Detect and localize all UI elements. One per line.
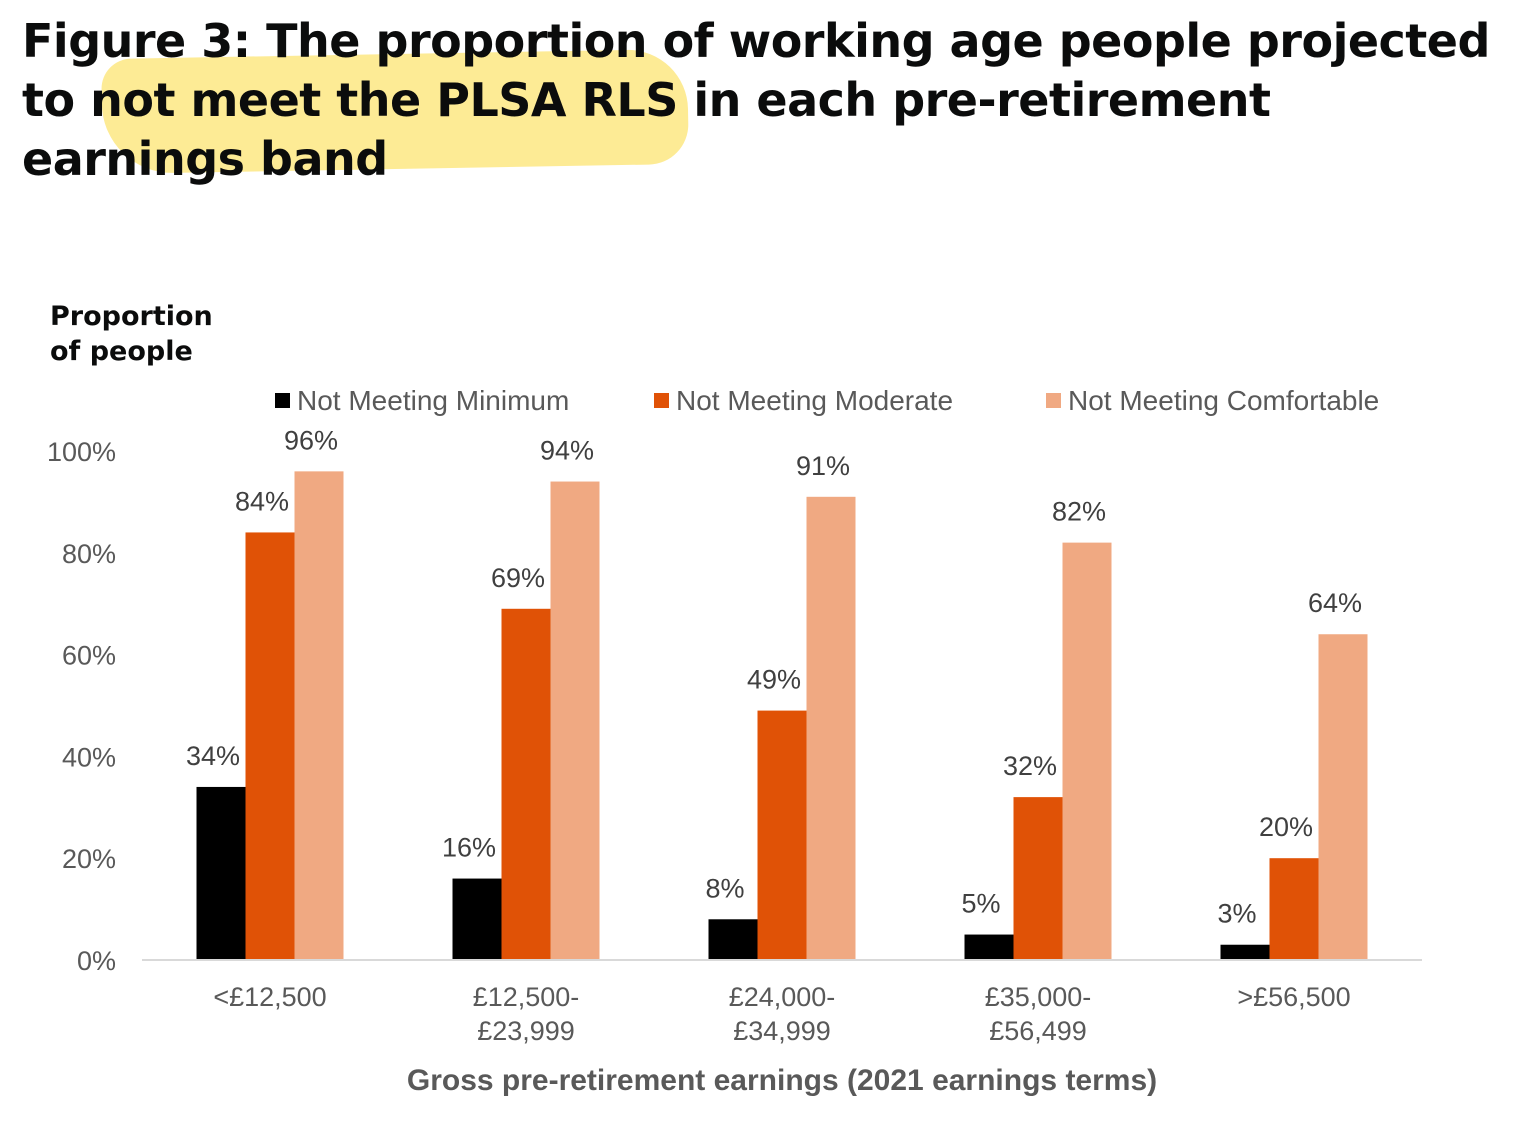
data-label: 5% [961, 889, 1000, 919]
data-label: 34% [186, 741, 240, 771]
legend-label: Not Meeting Comfortable [1068, 385, 1379, 416]
x-tick-label: £35,000- [985, 982, 1092, 1012]
bar [1220, 944, 1270, 960]
bar [1013, 797, 1063, 960]
bar [806, 496, 856, 960]
data-label: 20% [1259, 812, 1313, 842]
bar [964, 934, 1014, 960]
y-tick-label: 0% [77, 946, 116, 976]
legend-swatch [654, 393, 669, 408]
y-tick-label: 40% [62, 742, 116, 772]
data-label: 84% [235, 486, 289, 516]
legend-label: Not Meeting Moderate [676, 385, 953, 416]
bar [452, 878, 502, 960]
y-tick-label: 60% [62, 641, 116, 671]
legend-swatch [1046, 393, 1061, 408]
legend-label: Not Meeting Minimum [297, 385, 569, 416]
x-tick-label: £34,999 [733, 1016, 831, 1046]
bar [501, 608, 551, 960]
x-tick-label: £24,000- [729, 982, 836, 1012]
data-label: 16% [442, 833, 496, 863]
y-tick-label: 20% [62, 844, 116, 874]
data-label: 32% [1003, 751, 1057, 781]
data-label: 8% [705, 873, 744, 903]
x-tick-label: <£12,500 [213, 982, 326, 1012]
data-label: 96% [284, 425, 338, 455]
legend-item: Not Meeting Moderate [654, 385, 953, 416]
legend-item: Not Meeting Minimum [275, 385, 569, 416]
y-tick-label: 80% [62, 539, 116, 569]
y-axis-label: Proportion of people [50, 301, 213, 367]
x-axis-ticks: <£12,500 £12,500- £23,999 £24,000- £34,999 £3… [213, 982, 1350, 1046]
x-tick-label: £56,499 [989, 1016, 1087, 1046]
x-axis-label: Gross pre-retirement earnings (2021 earn… [407, 1064, 1157, 1097]
data-labels: 34% 84% 96% 16% 69% 94% 8% 49% 91% 5% 32% 82% 3% 20% 6… [186, 425, 1362, 928]
bar [1318, 634, 1368, 960]
data-label: 64% [1308, 588, 1362, 618]
y-axis-label-line: Proportion [50, 301, 213, 332]
y-tick-label: 100% [47, 437, 116, 467]
bar [196, 786, 246, 960]
x-tick-label: >£56,500 [1237, 982, 1350, 1012]
figure-title: Figure 3: The proportion of working age … [22, 14, 1490, 186]
legend-swatch [275, 393, 290, 408]
data-label: 82% [1052, 497, 1106, 527]
bar [708, 919, 758, 960]
x-tick-label: £12,500- [473, 982, 580, 1012]
bars [196, 471, 1368, 960]
data-label: 91% [796, 451, 850, 481]
legend: Not Meeting Minimum Not Meeting Moderate N… [275, 385, 1379, 416]
bar [294, 471, 344, 960]
x-tick-label: £23,999 [477, 1016, 575, 1046]
data-label: 3% [1217, 899, 1256, 929]
bar [550, 481, 600, 960]
data-label: 69% [491, 563, 545, 593]
bar [1062, 542, 1112, 960]
bar [1269, 858, 1319, 960]
legend-item: Not Meeting Comfortable [1046, 385, 1379, 416]
bar [757, 710, 807, 960]
figure-title-block: Figure 3: The proportion of working age … [22, 12, 1502, 189]
y-axis-label-line: of people [50, 336, 193, 367]
bar [245, 532, 295, 960]
data-label: 94% [540, 436, 594, 466]
data-label: 49% [747, 665, 801, 695]
y-axis-ticks: 0% 20% 40% 60% 80% 100% [47, 437, 116, 976]
